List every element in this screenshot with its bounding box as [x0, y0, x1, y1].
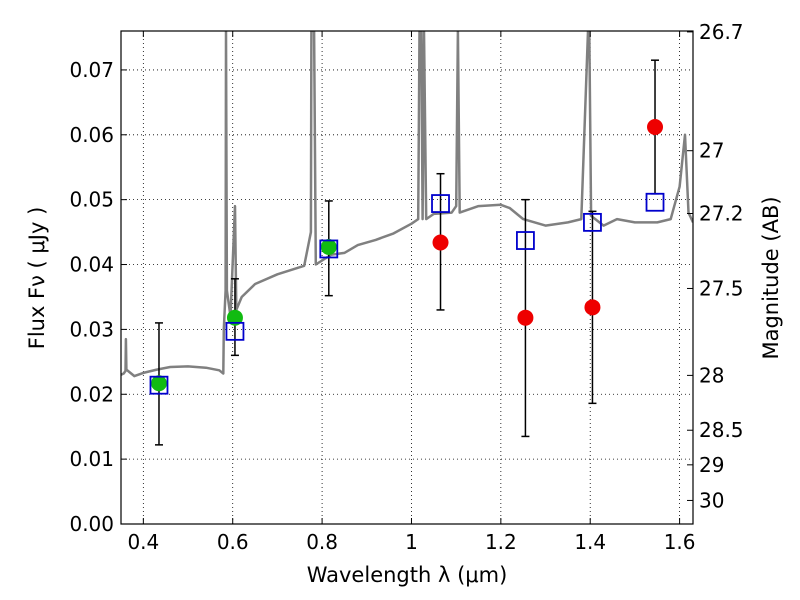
data-point-observed-detections [226, 309, 243, 326]
model-spectrum-layer [121, 31, 693, 378]
data-point-model-photometry [583, 212, 602, 232]
y2-tick-label: 29 [699, 453, 724, 477]
data-point-model-photometry [149, 375, 169, 395]
y-tick-label: 0.05 [69, 188, 114, 212]
model-spectrum-line [121, 31, 693, 378]
data-point-observed-red [647, 119, 664, 136]
y2-tick-label: 28.5 [699, 418, 744, 442]
data-point-observed-detections [150, 375, 167, 392]
y2-tick-label: 28 [699, 363, 724, 387]
x-tick-label: 1 [405, 530, 418, 554]
x-tick-label: 0.4 [127, 530, 159, 554]
data-point-model-photometry [431, 194, 450, 213]
data-marks-layer [149, 59, 665, 446]
x-tick-label: 1.2 [485, 530, 517, 554]
data-point-observed-red [432, 234, 449, 251]
y2-tick-label: 27.5 [699, 276, 744, 300]
x-tick-label: 0.8 [306, 530, 338, 554]
data-point-model-photometry [319, 239, 339, 259]
y-tick-label: 0.03 [69, 317, 114, 341]
y-tick-label: 0.01 [69, 447, 114, 471]
x-tick-label: 1.6 [664, 530, 696, 554]
x-tick-label: 1.4 [574, 530, 606, 554]
y-tick-label: 0.04 [69, 253, 114, 277]
y2-tick-label: 27 [699, 139, 724, 163]
x-tick-label: 0.6 [217, 530, 249, 554]
y2-tick-label: 27.2 [699, 202, 744, 226]
y-tick-label: 0.07 [69, 58, 114, 82]
y2-tick-label: 26.7 [699, 20, 744, 44]
y-tick-label: 0.02 [69, 382, 114, 406]
y-tick-label: 0.00 [69, 512, 114, 536]
grid-lines [121, 31, 693, 524]
y-tick-label: 0.06 [69, 123, 114, 147]
plot-frame [120, 30, 694, 525]
x-axis-label: Wavelength λ (μm) [307, 563, 508, 587]
data-point-model-photometry [225, 321, 245, 341]
axis-ticks: 0.4 0.6 0.8 1 1.2 1.4 1.6 0.00 0.01 0.02 0.03 0.04 0… [69, 20, 743, 554]
data-point-model-photometry [516, 231, 535, 250]
y2-axis-label: Magnitude (AB) [759, 196, 783, 359]
data-point-observed-red [517, 309, 534, 326]
data-point-observed-red [584, 299, 601, 316]
data-point-observed-detections [320, 239, 337, 256]
y2-tick-label: 30 [699, 488, 724, 512]
data-point-model-photometry [645, 192, 665, 212]
y-axis-label: Flux Fν ( μJy ) [25, 207, 49, 350]
